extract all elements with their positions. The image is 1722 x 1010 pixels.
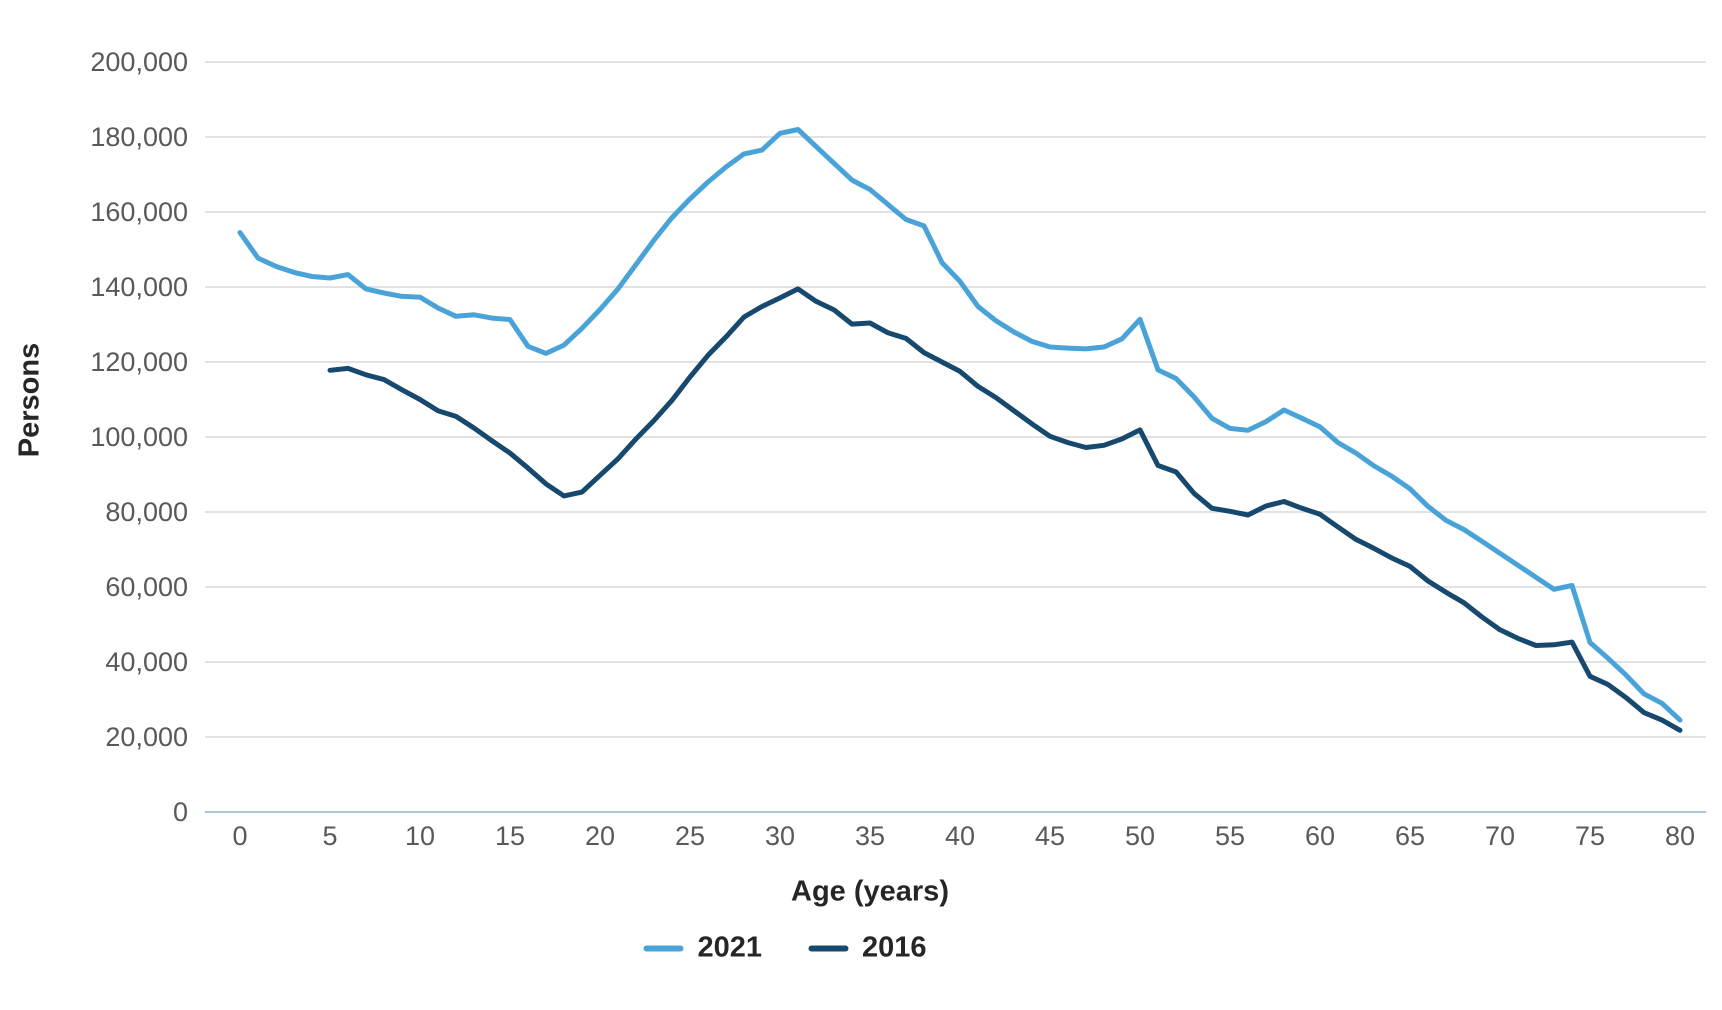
legend-swatch-2021 xyxy=(643,945,684,951)
legend-item-2016: 2016 xyxy=(808,932,927,965)
x-tick-label: 30 xyxy=(765,821,795,851)
x-tick-label: 65 xyxy=(1395,821,1425,851)
legend-label-2016: 2016 xyxy=(862,931,927,964)
x-tick-label: 80 xyxy=(1665,821,1695,851)
x-tick-label: 70 xyxy=(1485,821,1515,851)
x-tick-label: 5 xyxy=(322,821,337,851)
x-tick-label: 35 xyxy=(855,821,885,851)
y-tick-label: 180,000 xyxy=(90,122,188,152)
y-tick-label: 100,000 xyxy=(90,422,188,452)
series-line-2016 xyxy=(327,286,1683,733)
x-tick-label: 20 xyxy=(585,821,615,851)
x-tick-label: 15 xyxy=(495,821,525,851)
legend-label-2021: 2021 xyxy=(697,931,762,964)
x-axis-title: Age (years) xyxy=(791,875,949,908)
legend-item-2021: 2021 xyxy=(643,932,762,965)
x-tick-label: 40 xyxy=(945,821,975,851)
y-tick-label: 60,000 xyxy=(105,572,188,602)
y-tick-label: 0 xyxy=(173,797,188,827)
y-tick-label: 20,000 xyxy=(105,722,188,752)
y-tick-label: 40,000 xyxy=(105,647,188,677)
y-tick-label: 80,000 xyxy=(105,497,188,527)
y-tick-label: 160,000 xyxy=(90,197,188,227)
y-axis-title: Persons xyxy=(13,342,46,458)
x-tick-label: 0 xyxy=(232,821,247,851)
x-tick-label: 10 xyxy=(405,821,435,851)
legend: 2021 2016 xyxy=(643,932,927,965)
x-tick-label: 60 xyxy=(1305,821,1335,851)
x-tick-label: 50 xyxy=(1125,821,1155,851)
y-tick-label: 140,000 xyxy=(90,272,188,302)
x-tick-label: 75 xyxy=(1575,821,1605,851)
x-tick-label: 45 xyxy=(1035,821,1065,851)
x-tick-label: 25 xyxy=(675,821,705,851)
y-tick-label: 120,000 xyxy=(90,347,188,377)
series-line-2021 xyxy=(237,127,1683,723)
y-tick-label: 200,000 xyxy=(90,47,188,77)
x-tick-label: 55 xyxy=(1215,821,1245,851)
legend-swatch-2016 xyxy=(808,945,848,951)
